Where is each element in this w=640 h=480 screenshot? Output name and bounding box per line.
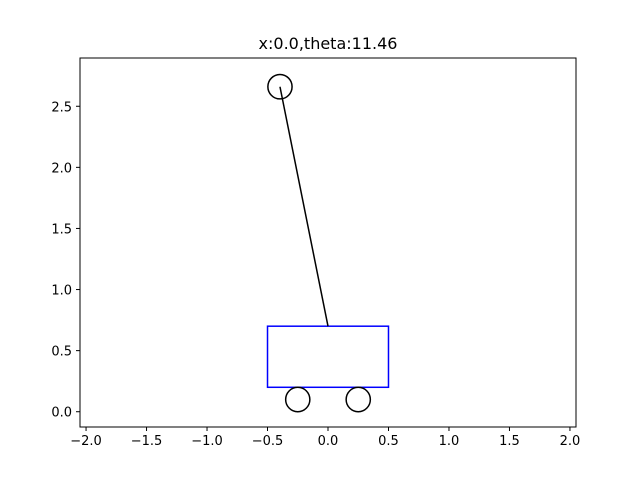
axes-frame (79, 57, 577, 428)
x-tick-label: 0.5 (378, 434, 399, 449)
x-tick-label: 0.0 (318, 434, 339, 449)
y-tick-label: 1.5 (51, 222, 72, 237)
y-axis: 0.0 0.5 1.0 1.5 2.0 2.5 (51, 100, 80, 421)
x-axis: −2.0 −1.5 −1.0 −0.5 0.0 0.5 1.0 1.5 2.0 (70, 427, 580, 449)
x-tick-label: 1.5 (499, 434, 520, 449)
x-tick-label: −2.0 (70, 434, 102, 449)
y-tick-label: 0.5 (51, 345, 72, 360)
x-tick-label: −1.0 (191, 434, 223, 449)
y-tick-label: 2.0 (51, 161, 72, 176)
pole (279, 86, 329, 327)
y-tick-label: 0.0 (51, 406, 72, 421)
y-tick-label: 2.5 (51, 100, 72, 115)
chart-title: x:0.0,theta:11.46 (259, 34, 398, 53)
x-tick-label: −0.5 (252, 434, 284, 449)
plot-area (266, 73, 390, 413)
x-tick-label: 2.0 (560, 434, 581, 449)
pole-bob (267, 73, 293, 100)
right-wheel (345, 386, 372, 413)
x-tick-label: 1.0 (439, 434, 460, 449)
y-tick-label: 1.0 (51, 284, 72, 299)
x-tick-label: −1.5 (131, 434, 163, 449)
left-wheel (284, 386, 311, 413)
